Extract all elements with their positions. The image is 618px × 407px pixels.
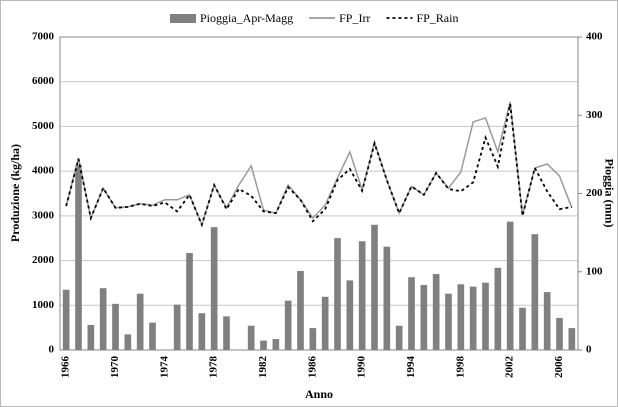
x-tick-label: 1998 <box>454 356 466 379</box>
y-tick-label: 4000 <box>32 165 55 177</box>
legend-swatch <box>170 14 196 23</box>
bar <box>321 296 329 350</box>
legend-label: FP_Irr <box>339 11 370 25</box>
line-series <box>65 101 573 228</box>
bar <box>482 282 489 350</box>
plot-border <box>59 36 579 351</box>
line-series <box>65 103 572 228</box>
bar <box>247 325 255 350</box>
y-tick-label: 0 <box>49 344 55 356</box>
bar <box>334 238 341 350</box>
bar <box>149 322 156 350</box>
x-tick-label: 1986 <box>306 356 318 379</box>
x-axis-title: Anno <box>305 387 333 401</box>
x-tick-label: 1994 <box>405 356 417 379</box>
bar <box>87 324 95 350</box>
x-tick-label: 1978 <box>208 356 220 379</box>
bar <box>136 293 144 350</box>
y2-tick-label: 200 <box>586 187 603 199</box>
bar <box>173 304 181 350</box>
bar <box>297 270 304 350</box>
bar <box>556 317 563 350</box>
bar <box>445 293 452 350</box>
bar <box>186 252 193 350</box>
y2-tick-label: 100 <box>586 265 603 277</box>
bar <box>395 325 403 350</box>
y-tick-label: 2000 <box>32 254 55 266</box>
y-tick-label: 7000 <box>32 31 55 43</box>
bar <box>432 274 440 350</box>
bar <box>457 284 465 350</box>
bar <box>260 340 267 350</box>
bar <box>309 328 317 350</box>
bar <box>112 303 119 350</box>
y2-tick-label: 0 <box>586 344 592 356</box>
bar <box>358 241 366 350</box>
y2-axis-title: Pioggia (mm) <box>602 159 616 228</box>
bar <box>210 227 218 350</box>
bar <box>223 316 230 350</box>
bar <box>506 221 514 350</box>
bar <box>346 280 354 350</box>
bar <box>371 224 378 350</box>
bar <box>469 286 477 350</box>
x-tick-label: 1966 <box>60 356 72 379</box>
x-tick-label: 1970 <box>109 356 121 379</box>
x-tick-label: 1982 <box>257 356 269 379</box>
bar <box>531 234 539 350</box>
bar <box>543 292 551 350</box>
bar <box>272 339 280 350</box>
y2-tick-label: 300 <box>586 109 603 121</box>
y-tick-label: 1000 <box>32 299 55 311</box>
x-tick-label: 2002 <box>504 356 516 379</box>
bar <box>75 165 82 350</box>
bar <box>198 313 206 350</box>
bar <box>62 289 70 350</box>
y-tick-label: 6000 <box>32 75 55 87</box>
bar <box>408 277 415 350</box>
bar <box>568 328 576 350</box>
bar <box>284 300 292 350</box>
y-axis-title: Produzione (kg/ha) <box>8 144 22 242</box>
bar <box>383 246 391 350</box>
bar <box>420 285 428 350</box>
bar <box>99 288 107 350</box>
y-tick-label: 5000 <box>32 120 55 132</box>
legend-label: FP_Rain <box>416 11 458 25</box>
legend-label: Pioggia_Apr-Magg <box>200 11 293 25</box>
bar <box>124 334 132 350</box>
bar <box>519 307 526 350</box>
x-tick-label: 2006 <box>553 356 565 379</box>
x-tick-label: 1974 <box>158 356 170 379</box>
x-tick-label: 1990 <box>356 356 368 379</box>
y2-tick-label: 400 <box>586 31 603 43</box>
bar <box>494 267 502 350</box>
y-tick-label: 3000 <box>32 209 55 221</box>
